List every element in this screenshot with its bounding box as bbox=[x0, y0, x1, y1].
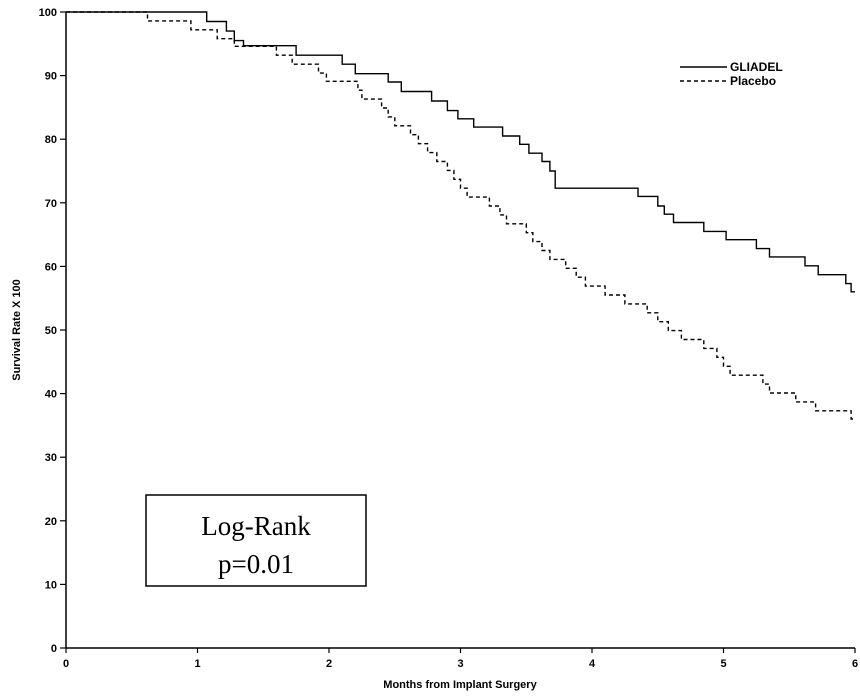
y-tick-label: 50 bbox=[45, 325, 57, 337]
x-tick-label: 5 bbox=[720, 658, 726, 670]
x-tick-label: 3 bbox=[457, 658, 463, 670]
x-tick-label: 0 bbox=[63, 658, 69, 670]
y-tick-label: 0 bbox=[51, 643, 57, 655]
x-axis-title: Months from Implant Surgery bbox=[383, 679, 537, 691]
y-tick-label: 20 bbox=[45, 516, 57, 528]
annotation-line-1: Log-Rank bbox=[201, 511, 311, 541]
legend: GLIADEL Placebo bbox=[680, 60, 783, 88]
series-layer bbox=[66, 11, 855, 420]
annotation-line-2: p=0.01 bbox=[218, 549, 294, 579]
x-tick-label: 4 bbox=[589, 658, 596, 670]
y-tick-label: 10 bbox=[45, 579, 57, 591]
annotation-box bbox=[145, 494, 367, 587]
x-tick-label: 2 bbox=[326, 658, 332, 670]
series-line-placebo bbox=[66, 11, 855, 420]
y-tick-label: 80 bbox=[45, 134, 57, 146]
y-tick-label: 90 bbox=[45, 71, 57, 83]
y-tick-label: 100 bbox=[39, 7, 57, 19]
log-rank-annotation: Log-Rank p=0.01 bbox=[145, 494, 367, 587]
y-tick-label: 40 bbox=[45, 389, 57, 401]
y-axis-title: Survival Rate X 100 bbox=[11, 279, 23, 381]
x-tick-label: 6 bbox=[852, 658, 858, 670]
y-tick-label: 30 bbox=[45, 452, 57, 464]
y-tick-label: 60 bbox=[45, 261, 57, 273]
legend-label-placebo: Placebo bbox=[730, 74, 776, 88]
legend-label-gliadel: GLIADEL bbox=[730, 60, 783, 74]
y-tick-label: 70 bbox=[45, 198, 57, 210]
x-tick-label: 1 bbox=[194, 658, 200, 670]
series-line-gliadel bbox=[66, 11, 855, 293]
